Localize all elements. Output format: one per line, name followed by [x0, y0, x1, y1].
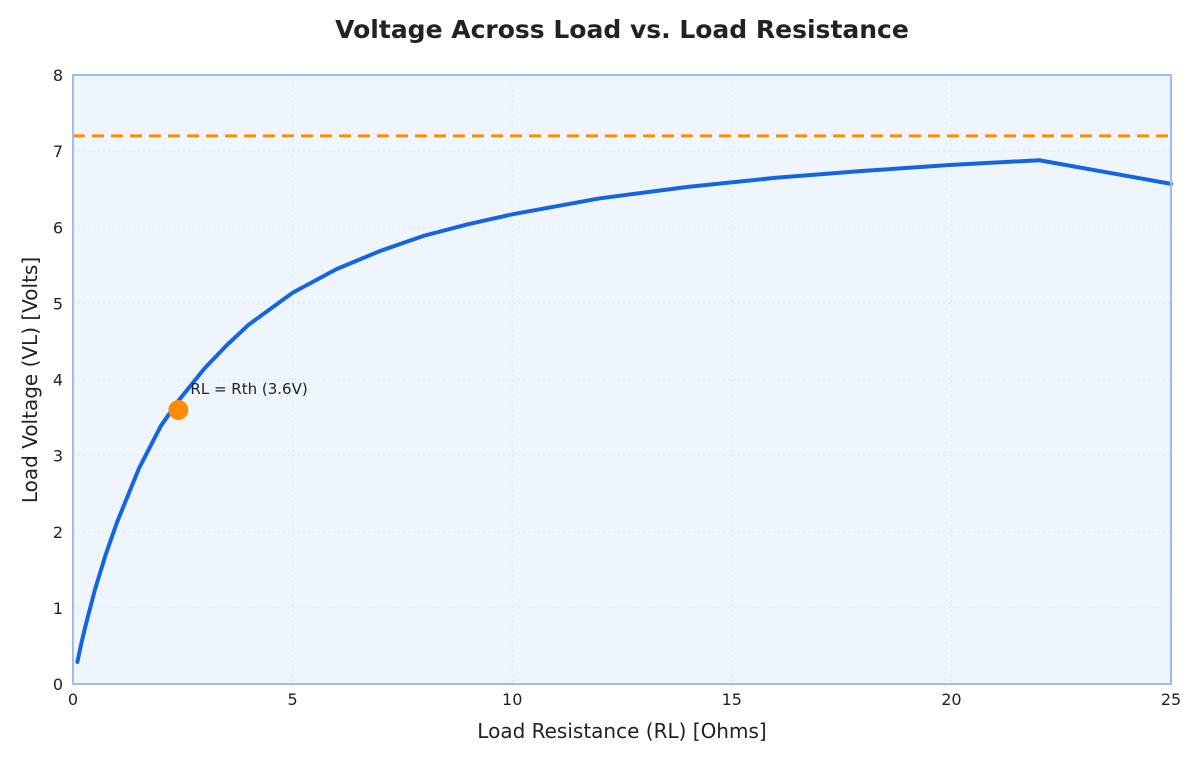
y-tick-label: 1 — [53, 599, 63, 618]
x-tick-label: 0 — [68, 690, 78, 709]
voltage-curve — [75, 158, 1173, 664]
y-tick-label: 8 — [53, 66, 63, 85]
x-tick-label: 10 — [502, 690, 522, 709]
grid — [73, 75, 1171, 684]
plot-frame — [72, 74, 1172, 685]
y-tick-label: 2 — [53, 523, 63, 542]
x-axis-label: Load Resistance (RL) [Ohms] — [477, 719, 766, 743]
y-tick-label: 4 — [53, 371, 63, 390]
series-layer — [73, 134, 1173, 664]
annotation-label: RL = Rth (3.6V) — [190, 380, 307, 398]
y-tick-label: 0 — [53, 675, 63, 694]
x-tick-label: 15 — [722, 690, 742, 709]
rl-equals-rth-marker — [168, 399, 189, 420]
y-tick-label: 7 — [53, 142, 63, 161]
y-tick-label: 6 — [53, 218, 63, 237]
marker-layer: RL = Rth (3.6V) — [168, 380, 308, 420]
y-tick-label: 5 — [53, 294, 63, 313]
y-axis-label: Load Voltage (VL) [Volts] — [18, 257, 42, 503]
x-tick-label: 25 — [1161, 690, 1181, 709]
y-axis: 0 1 2 3 4 5 6 7 8 — [53, 66, 63, 694]
x-tick-label: 20 — [941, 690, 961, 709]
chart-title: Voltage Across Load vs. Load Resistance — [335, 15, 909, 44]
x-tick-label: 5 — [288, 690, 298, 709]
x-axis: 0 5 10 15 20 25 — [68, 690, 1181, 709]
y-tick-label: 3 — [53, 447, 63, 466]
